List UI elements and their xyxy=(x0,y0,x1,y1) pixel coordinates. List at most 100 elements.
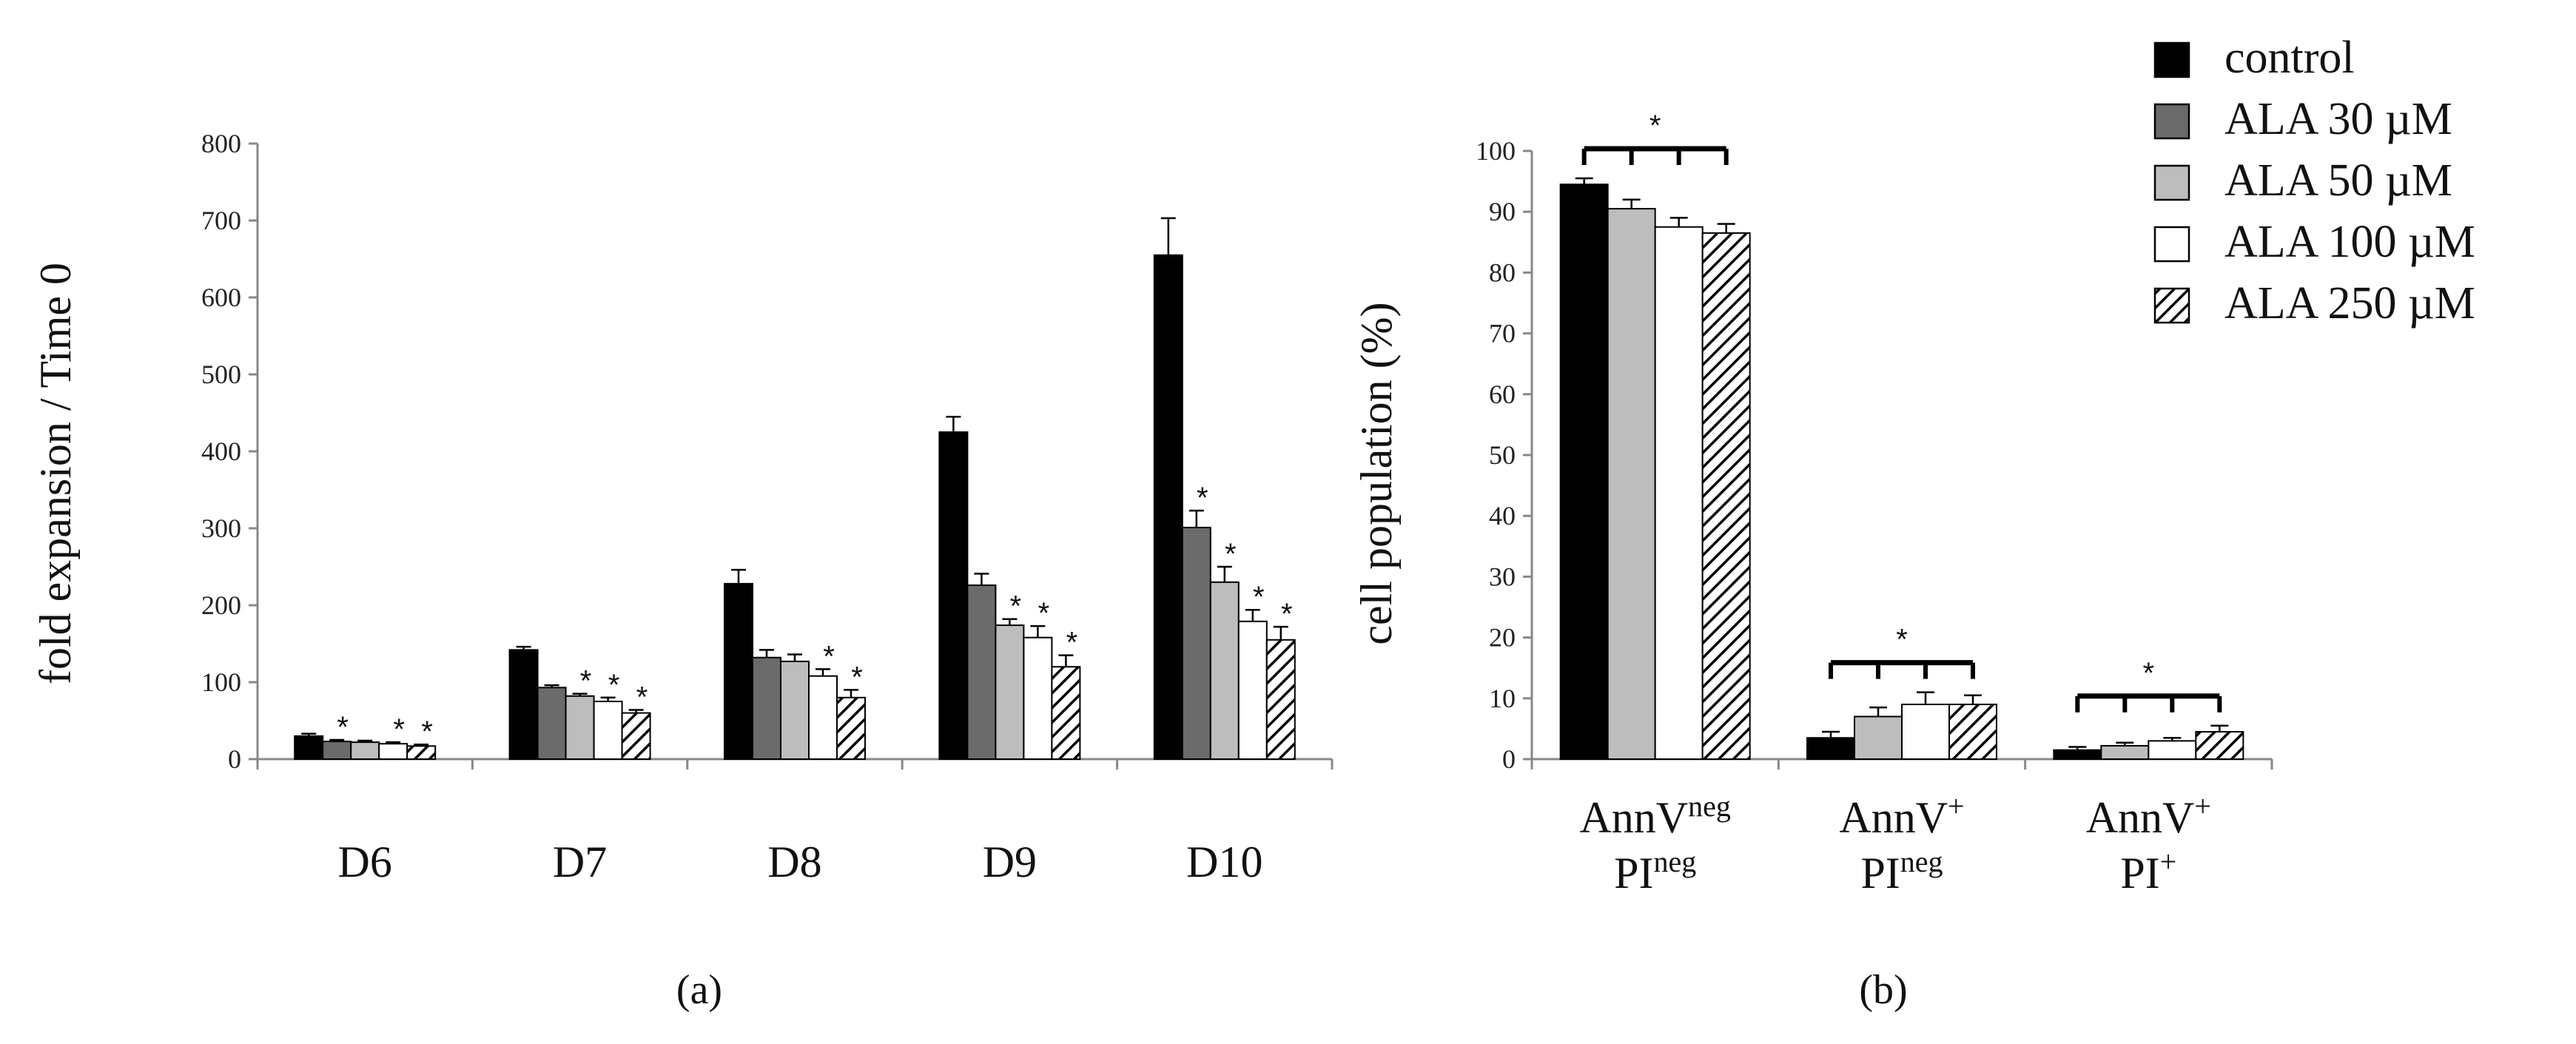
legend-label-ala30: ALA 30 µM xyxy=(2224,94,2452,144)
y-tick-label: 600 xyxy=(201,283,241,312)
y-tick-label: 70 xyxy=(1489,319,1516,348)
y-tick-label: 300 xyxy=(201,513,241,543)
bar-ala100 xyxy=(1023,636,1053,760)
significance-star: * xyxy=(1281,598,1293,630)
y-axis-label: fold expansion / Time 0 xyxy=(31,263,80,684)
bar-ala100 xyxy=(1654,226,1704,760)
significance-star: * xyxy=(851,661,863,693)
y-tick-label: 40 xyxy=(1489,501,1516,531)
significance-star: * xyxy=(1649,110,1661,142)
bar-ala30 xyxy=(966,584,997,761)
bar-ala50 xyxy=(565,695,595,760)
bar-ala50 xyxy=(995,624,1025,760)
panel-label-b: (b) xyxy=(1859,967,1907,1013)
legend-swatch-ala250 xyxy=(2153,287,2190,324)
significance-star: * xyxy=(608,669,620,701)
bar-ala100 xyxy=(2148,740,2197,761)
bar-control xyxy=(294,735,324,760)
bar-control xyxy=(1559,183,1609,760)
legend-swatch-ala100 xyxy=(2153,226,2190,263)
y-tick-label: 20 xyxy=(1489,623,1516,653)
y-tick-label: 200 xyxy=(201,590,241,620)
y-tick-label: 500 xyxy=(201,360,241,389)
bar-control xyxy=(1806,737,1855,760)
x-tick-label: PI+ xyxy=(2120,845,2176,897)
bar-control xyxy=(724,582,753,760)
significance-star: * xyxy=(1010,590,1022,623)
significance-star: * xyxy=(1038,597,1050,630)
x-tick-label: D6 xyxy=(338,838,392,886)
bar-ala50 xyxy=(780,660,810,760)
legend-label-ala100: ALA 100 µM xyxy=(2224,217,2475,267)
y-axis-label: cell population (%) xyxy=(1352,302,1401,644)
legend-swatch-control xyxy=(2153,41,2190,78)
y-tick-label: 0 xyxy=(1502,744,1516,774)
legend-label-control: control xyxy=(2224,33,2355,83)
bar-ala30 xyxy=(537,687,567,761)
bar-ala100 xyxy=(808,675,838,760)
legend-swatch-ala30 xyxy=(2153,103,2190,140)
significance-star: * xyxy=(636,681,648,713)
y-tick-label: 100 xyxy=(1476,136,1516,166)
x-tick-label: D10 xyxy=(1186,838,1262,886)
x-tick-label: PIneg xyxy=(1614,845,1696,897)
bar-ala50 xyxy=(1607,208,1656,760)
bar-ala100 xyxy=(1901,704,1950,761)
bar-control xyxy=(1153,254,1183,760)
bar-ala100 xyxy=(593,701,623,760)
bar-ala250 xyxy=(1265,639,1296,760)
x-tick-label: PIneg xyxy=(1860,845,1943,897)
significance-star: * xyxy=(1197,482,1208,514)
significance-star: * xyxy=(580,665,592,698)
y-tick-label: 100 xyxy=(201,667,241,697)
bar-ala30 xyxy=(322,741,352,761)
panel-b-chart: cell population (%) 0 10 20 30 40 50 60 70 80 90 1… xyxy=(1352,110,2273,897)
y-tick-label: 700 xyxy=(201,206,241,235)
significance-star: * xyxy=(1896,624,1908,656)
bar-ala250 xyxy=(2195,731,2244,761)
y-tick-label: 80 xyxy=(1489,257,1516,287)
panel-label-a: (a) xyxy=(676,967,722,1013)
bar-ala50 xyxy=(350,741,380,760)
bar-control xyxy=(2053,749,2102,760)
bar-ala30 xyxy=(752,656,781,760)
significance-star: * xyxy=(1253,581,1265,613)
bar-control xyxy=(508,649,539,760)
significance-star: * xyxy=(1066,627,1078,659)
x-tick-label: D9 xyxy=(983,838,1037,886)
legend-label-ala250: ALA 250 µM xyxy=(2224,278,2475,329)
bar-ala250 xyxy=(621,712,651,760)
bar-ala100 xyxy=(378,743,408,761)
bar-ala250 xyxy=(1051,666,1081,761)
bar-control xyxy=(938,431,969,760)
significance-star: * xyxy=(393,713,405,746)
significance-star: * xyxy=(337,711,349,744)
y-tick-label: 0 xyxy=(228,744,241,774)
y-tick-label: 30 xyxy=(1489,562,1516,591)
y-tick-label: 50 xyxy=(1489,440,1516,470)
x-tick-label: AnnV+ xyxy=(1839,789,1964,842)
y-tick-label: 90 xyxy=(1489,197,1516,226)
significance-star: * xyxy=(421,715,433,748)
y-tick-label: 60 xyxy=(1489,380,1516,409)
x-tick-label: AnnV+ xyxy=(2086,789,2211,842)
x-tick-label: AnnVneg xyxy=(1579,789,1730,842)
x-tick-label: D7 xyxy=(553,838,607,886)
legend-label-ala50: ALA 50 µM xyxy=(2224,155,2452,206)
bar-ala250 xyxy=(836,696,866,760)
bar-ala250 xyxy=(1948,704,1997,761)
significance-star: * xyxy=(2143,657,2155,690)
bar-ala50 xyxy=(1854,715,1903,761)
significance-star: * xyxy=(823,640,835,673)
bar-ala250 xyxy=(1701,232,1751,761)
bar-ala50 xyxy=(1209,581,1240,760)
legend: control ALA 30 µM ALA 50 µM ALA 100 µM ALA 2… xyxy=(2153,33,2475,329)
bar-ala50 xyxy=(2100,744,2150,761)
significance-star: * xyxy=(1225,538,1237,570)
y-tick-label: 400 xyxy=(201,437,241,466)
y-tick-label: 10 xyxy=(1489,684,1516,713)
panel-a-chart: fold expansion / Time 0 0 100 200 300 400 500… xyxy=(31,129,1334,886)
x-tick-label: D8 xyxy=(767,838,821,886)
bar-ala30 xyxy=(1181,526,1211,761)
